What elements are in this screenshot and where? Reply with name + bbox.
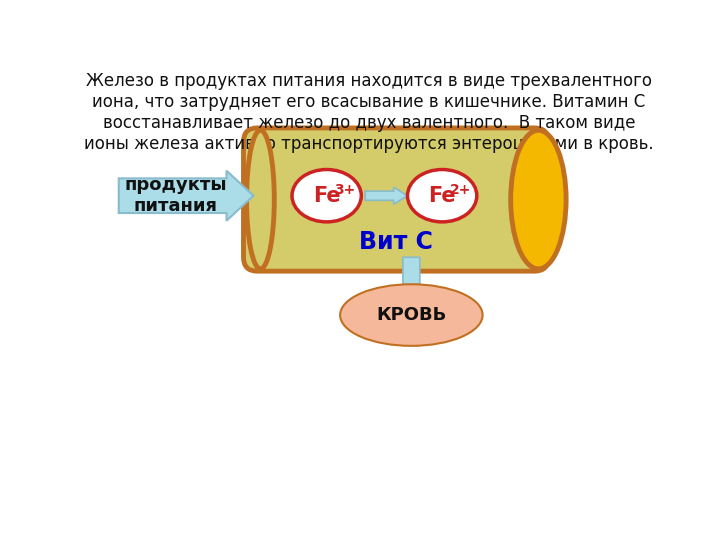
Ellipse shape xyxy=(510,130,566,269)
FancyBboxPatch shape xyxy=(243,128,549,271)
Text: Вит С: Вит С xyxy=(359,230,433,254)
Text: Fe: Fe xyxy=(428,186,456,206)
Text: КРОВЬ: КРОВЬ xyxy=(377,306,446,324)
Ellipse shape xyxy=(292,170,361,222)
Text: 3+: 3+ xyxy=(334,183,356,197)
FancyArrow shape xyxy=(365,187,408,204)
FancyArrow shape xyxy=(397,257,426,302)
Text: Железо в продуктах питания находится в виде трехвалентного
иона, что затрудняет : Железо в продуктах питания находится в в… xyxy=(84,72,654,153)
Ellipse shape xyxy=(408,170,477,222)
Ellipse shape xyxy=(246,130,274,269)
FancyArrow shape xyxy=(119,171,253,221)
Ellipse shape xyxy=(340,284,482,346)
Text: 2+: 2+ xyxy=(450,183,471,197)
Text: Fe: Fe xyxy=(312,186,341,206)
Text: продукты
питания: продукты питания xyxy=(124,176,227,215)
